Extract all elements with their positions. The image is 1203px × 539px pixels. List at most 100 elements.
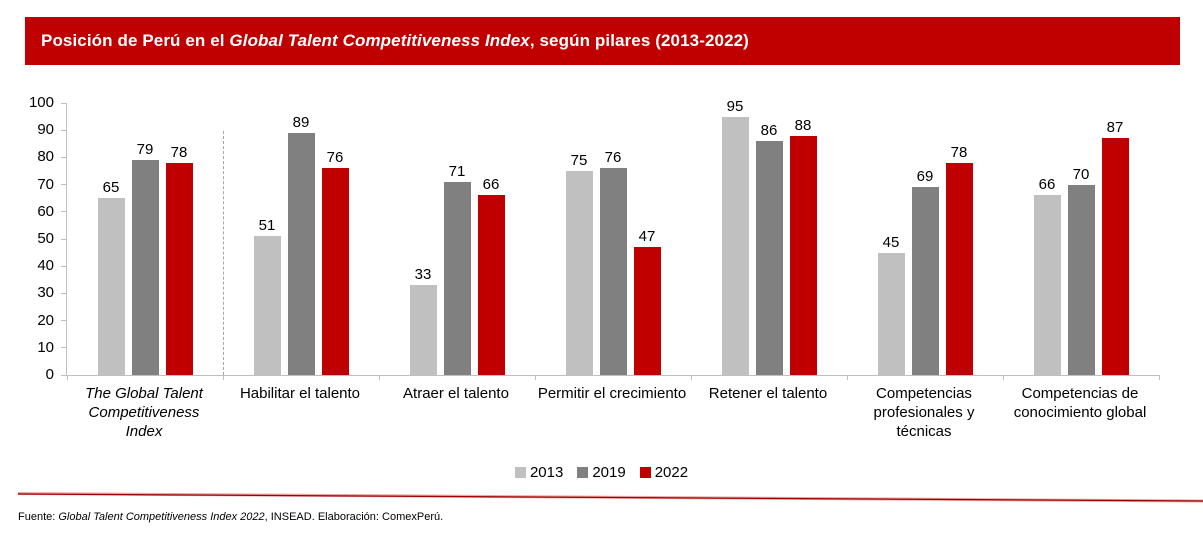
bar-2013 xyxy=(97,198,125,375)
y-axis-tick-mark xyxy=(61,102,66,104)
chart-legend: 2013 2019 2022 xyxy=(0,464,1203,481)
category-label: The Global Talent Competitiveness Index xyxy=(85,385,203,440)
bar-value-label: 70 xyxy=(1072,166,1090,183)
bar-group: 33 71 66 xyxy=(379,103,535,375)
y-axis-tick-mark xyxy=(61,184,66,186)
bar-value-label: 33 xyxy=(414,266,432,283)
bar-group: 45 69 78 xyxy=(847,103,1003,375)
bar-with-label: 33 xyxy=(409,266,437,375)
x-axis-tick-mark xyxy=(1159,375,1160,380)
bar-value-label: 95 xyxy=(726,98,744,115)
y-axis-tick-label: 100 xyxy=(28,94,54,111)
bar-with-label: 76 xyxy=(321,149,349,375)
y-axis-tick-mark xyxy=(61,347,66,349)
bar-2019 xyxy=(599,168,627,375)
y-axis-tick-mark xyxy=(61,292,66,294)
legend-swatch-2013 xyxy=(514,467,526,478)
bar-with-label: 88 xyxy=(789,117,817,375)
category-label: Habilitar el talento xyxy=(239,385,361,402)
x-axis-tick-mark xyxy=(67,375,68,380)
bar-with-label: 69 xyxy=(911,168,939,375)
bar-group: 51 89 76 xyxy=(223,103,379,375)
y-axis-tick-mark xyxy=(61,211,66,213)
legend-item-2019: 2019 xyxy=(577,464,626,481)
chart-title-banner: Posición de Perú en el Global Talent Com… xyxy=(25,17,1180,65)
x-axis-tick-mark xyxy=(535,375,536,380)
bar-value-label: 47 xyxy=(638,228,656,245)
bar-group: 95 86 88 xyxy=(691,98,847,375)
category-label: Permitir el crecimiento xyxy=(537,385,687,402)
bar-value-label: 75 xyxy=(570,152,588,169)
bar-with-label: 79 xyxy=(131,141,159,375)
x-axis-tick-mark xyxy=(1003,375,1004,380)
legend-item-2022: 2022 xyxy=(639,464,688,481)
y-axis-tick-label: 90 xyxy=(37,121,54,139)
bar-2013 xyxy=(721,117,749,375)
bar-value-label: 78 xyxy=(170,144,188,161)
bar-value-label: 89 xyxy=(292,114,310,131)
category-label: Retener el talento xyxy=(708,385,828,402)
bar-group: 65 79 78 xyxy=(67,103,223,375)
y-axis-tick-label: 0 xyxy=(45,366,54,383)
bar-2022 xyxy=(789,136,817,375)
bar-with-label: 86 xyxy=(755,122,783,375)
bar-group: 75 76 47 xyxy=(535,103,691,375)
bar-value-label: 69 xyxy=(916,168,934,185)
category-label: Competencias profesionales y técnicas xyxy=(873,385,975,440)
bar-value-label: 78 xyxy=(950,144,968,161)
y-axis-tick-mark xyxy=(61,129,66,131)
bar-with-label: 66 xyxy=(1033,176,1061,375)
bar-with-label: 70 xyxy=(1067,166,1095,375)
category-label: Competencias de conocimiento global xyxy=(1013,385,1147,421)
bar-with-label: 66 xyxy=(477,176,505,375)
bar-value-label: 66 xyxy=(482,176,500,193)
bar-value-label: 51 xyxy=(258,217,276,234)
plot-groups: 65 79 78 51 89 76 33 71 66 75 76 47 95 86 88 45 69 78 66 70… xyxy=(67,98,1159,375)
bar-with-label: 71 xyxy=(443,163,471,375)
title-prefix: Posición de Perú en el xyxy=(41,31,230,50)
title-italic: Global Talent Competitiveness Index xyxy=(229,31,530,50)
bar-2019 xyxy=(443,182,471,375)
bar-2022 xyxy=(1101,138,1129,375)
category-axis-labels: The Global Talent Competitiveness Index H… xyxy=(66,384,1158,441)
bar-2013 xyxy=(877,253,905,375)
bar-2019 xyxy=(287,133,315,375)
bar-value-label: 65 xyxy=(102,179,120,196)
bar-with-label: 75 xyxy=(565,152,593,375)
bar-2013 xyxy=(409,285,437,375)
bar-with-label: 76 xyxy=(599,149,627,375)
bar-2019 xyxy=(911,187,939,375)
legend-label: 2019 xyxy=(592,464,626,481)
bar-value-label: 88 xyxy=(794,117,812,134)
bar-value-label: 87 xyxy=(1106,119,1124,136)
bar-value-label: 76 xyxy=(604,149,622,166)
title-suffix: , según pilares (2013-2022) xyxy=(529,31,749,50)
category-label: Atraer el talento xyxy=(403,385,509,402)
bar-2019 xyxy=(131,160,159,375)
y-axis-tick-label: 20 xyxy=(37,311,54,329)
y-axis-tick-mark xyxy=(61,238,66,240)
x-axis-tick-mark xyxy=(847,375,848,380)
bar-with-label: 78 xyxy=(165,144,193,375)
footer-divider-line xyxy=(17,492,1203,503)
bar-2019 xyxy=(1067,185,1095,375)
bar-with-label: 65 xyxy=(97,179,125,375)
bar-2022 xyxy=(321,168,349,375)
bar-group: 66 70 87 xyxy=(1003,103,1159,375)
bar-2022 xyxy=(633,247,661,375)
bar-with-label: 45 xyxy=(877,234,905,375)
bar-with-label: 51 xyxy=(253,217,281,375)
y-axis-tick-mark xyxy=(61,374,66,376)
bar-2013 xyxy=(565,171,593,375)
x-axis-tick-mark xyxy=(691,375,692,380)
y-axis-tick-label: 50 xyxy=(37,230,54,247)
bar-with-label: 89 xyxy=(287,114,315,375)
legend-swatch-2022 xyxy=(639,467,651,478)
bar-2013 xyxy=(253,236,281,375)
legend-swatch-2019 xyxy=(577,467,589,478)
x-axis-tick-mark xyxy=(223,375,224,380)
chart-title-text: Posición de Perú en el Global Talent Com… xyxy=(41,31,749,51)
bar-with-label: 78 xyxy=(945,144,973,375)
y-axis-tick-mark xyxy=(61,156,66,158)
